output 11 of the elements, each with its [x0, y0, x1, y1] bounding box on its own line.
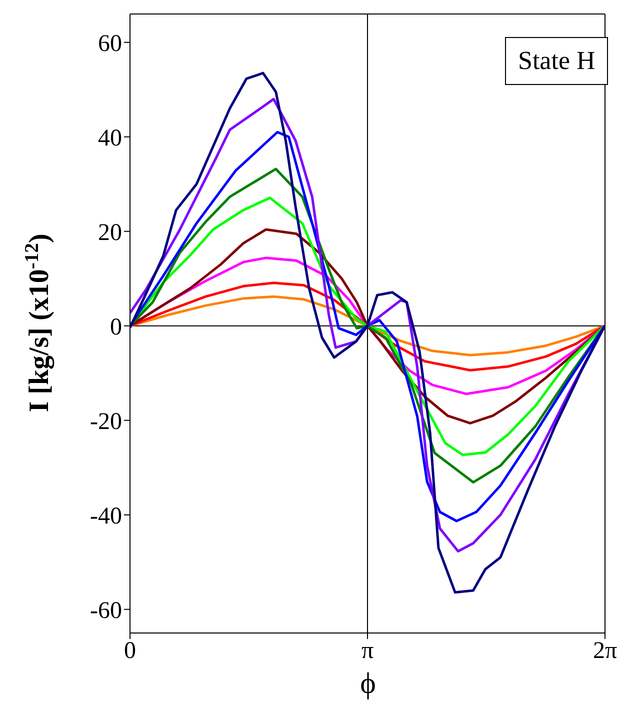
y-tick-label: -40 [90, 503, 122, 530]
x-axis-title: ϕ [360, 667, 376, 700]
y-tick-label: 40 [98, 125, 122, 152]
y-tick-label: 20 [98, 220, 122, 246]
x-tick-label: 2π [592, 638, 618, 664]
y-tick-label: 0 [110, 314, 122, 340]
y-tick-label: 60 [98, 30, 122, 57]
y-tick-label: -60 [90, 598, 122, 624]
y-tick-label: -20 [90, 408, 122, 435]
x-tick-label: π [361, 638, 374, 664]
annotation: State H [505, 36, 608, 85]
